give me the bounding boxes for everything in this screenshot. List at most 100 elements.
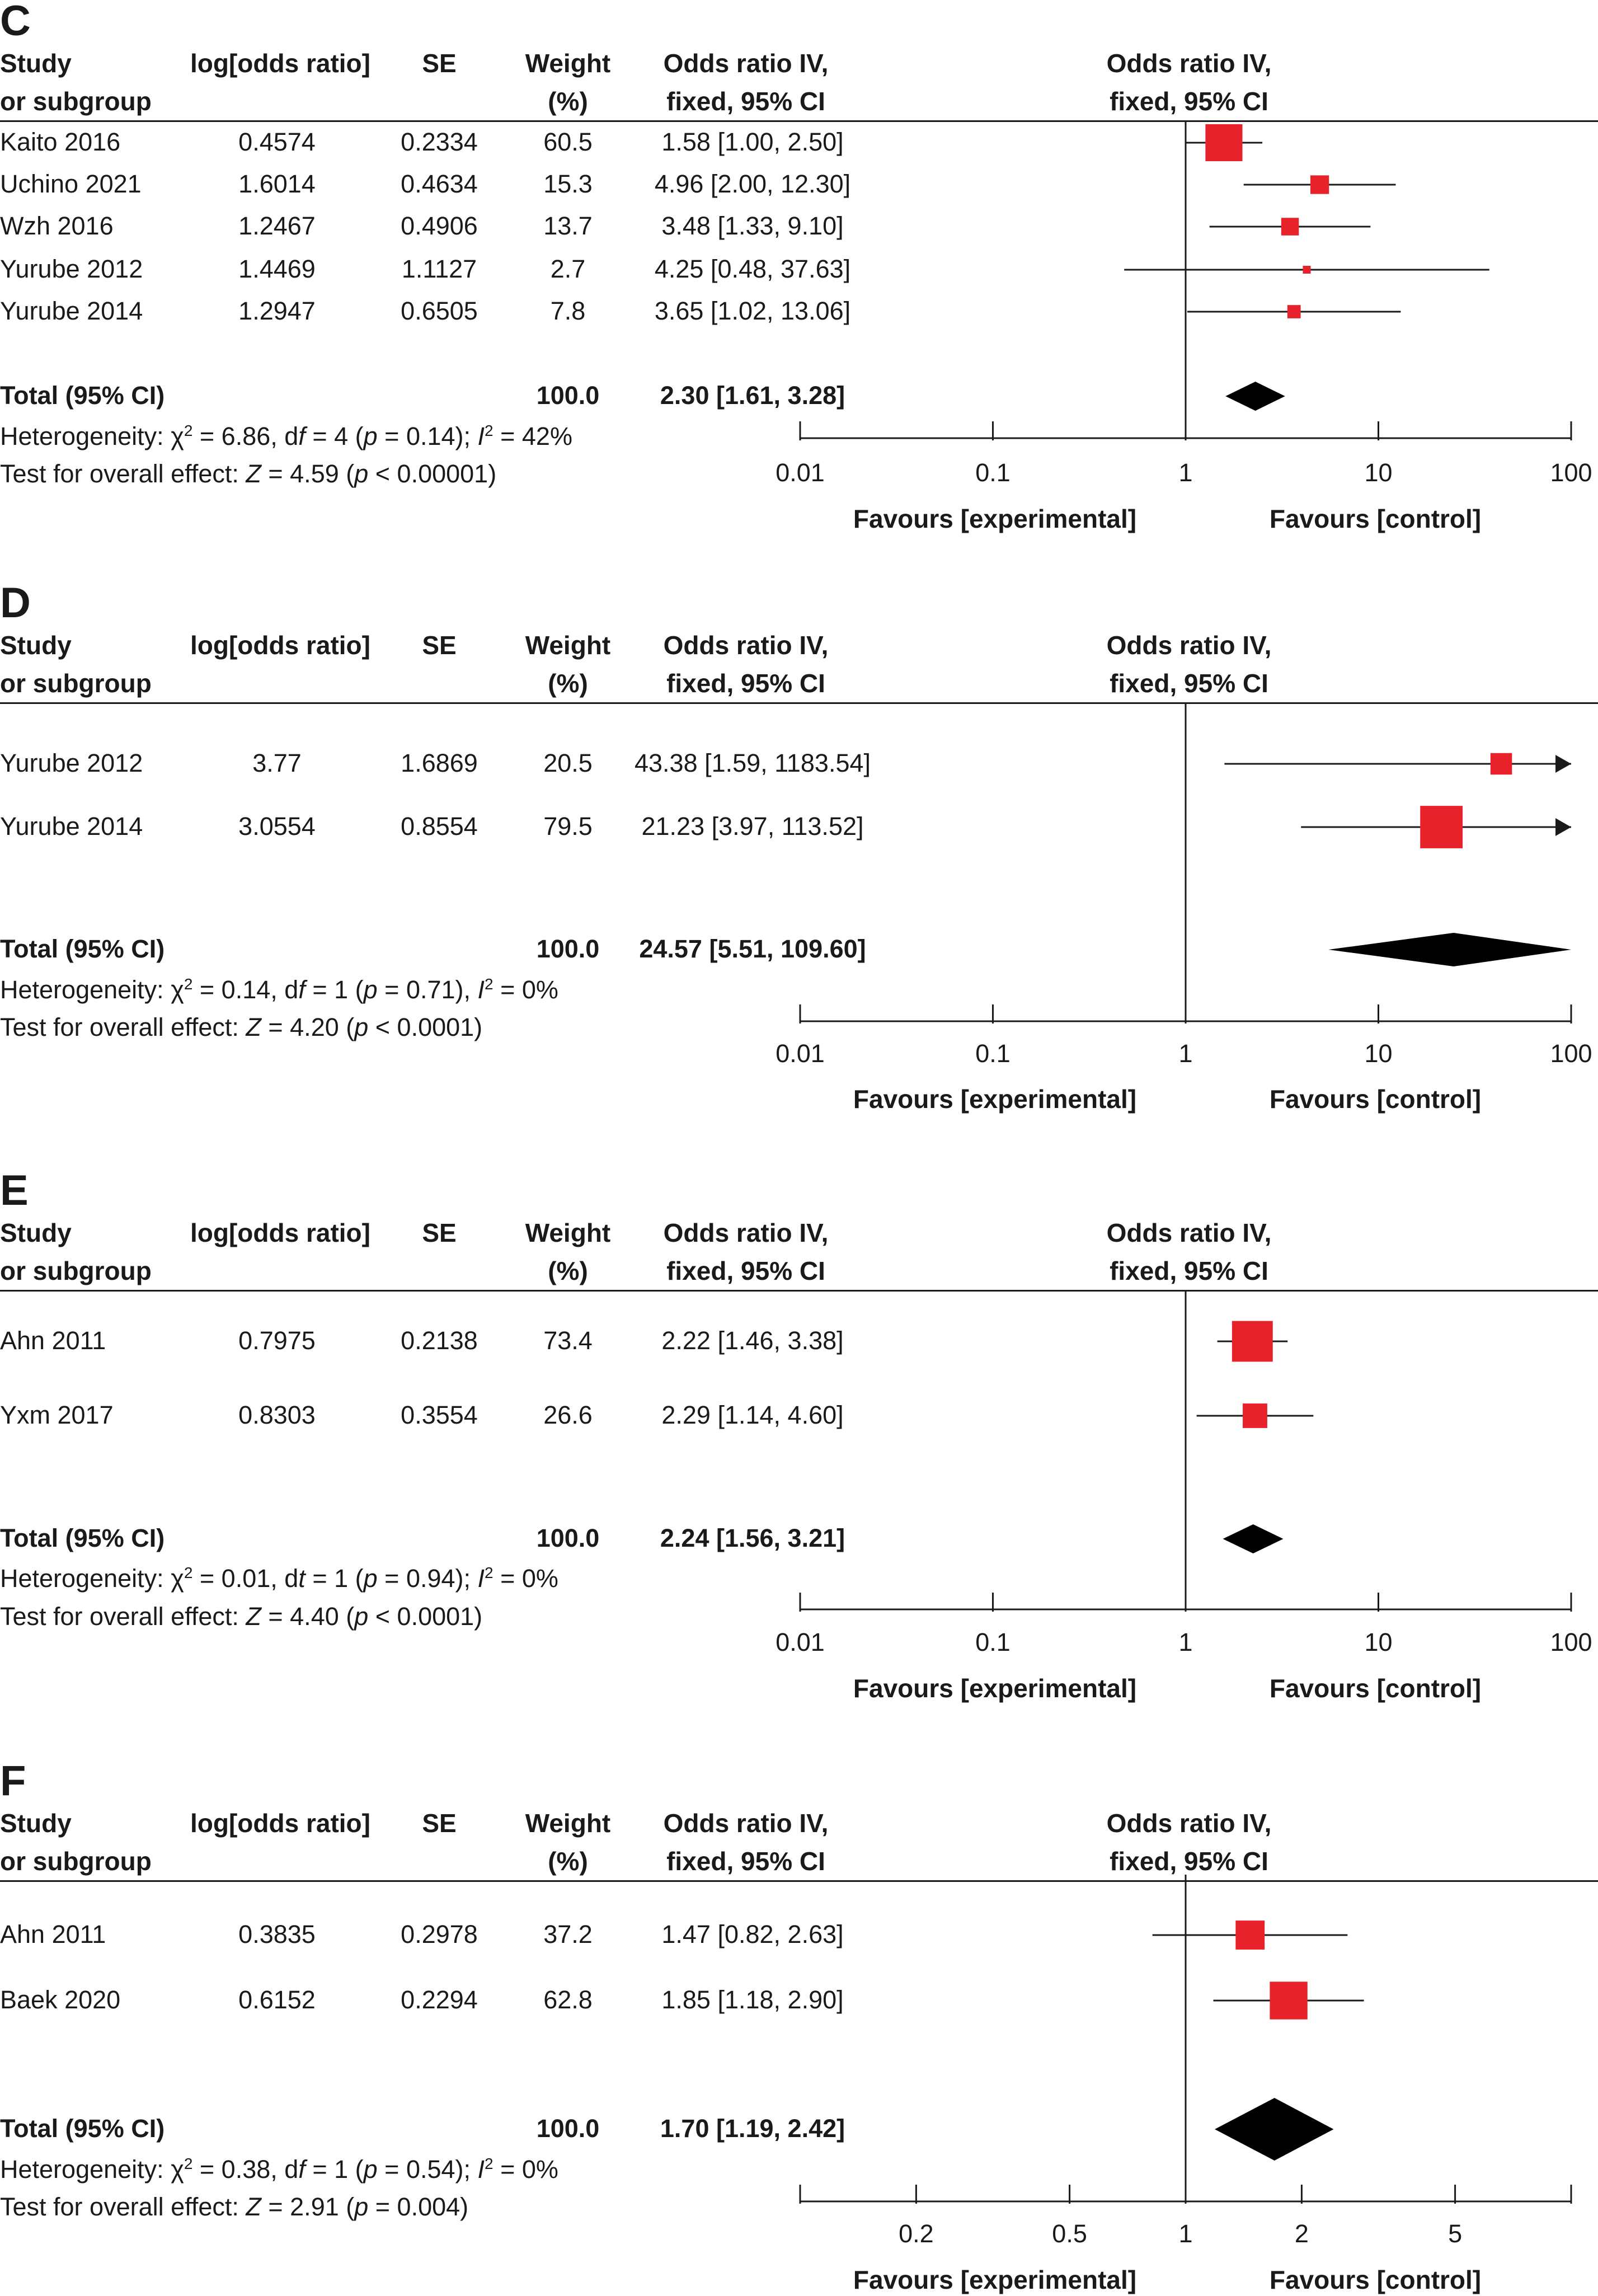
header-se: SE — [422, 49, 457, 78]
x-tick-label: 5 — [1448, 2219, 1462, 2248]
favours-left-label: Favours [experimental] — [853, 2265, 1137, 2294]
study-log-or: 3.77 — [252, 749, 302, 777]
header-se: SE — [422, 1809, 457, 1838]
study-se: 1.1127 — [401, 255, 477, 283]
total-diamond — [1223, 1524, 1284, 1553]
study-se: 0.3554 — [401, 1401, 478, 1429]
study-marker — [1287, 305, 1301, 318]
study-ci-text: 2.29 [1.14, 4.60] — [661, 1401, 844, 1429]
favours-right-label: Favours [control] — [1269, 1674, 1482, 1703]
study-log-or: 1.2947 — [238, 297, 316, 325]
study-ci-text: 1.47 [0.82, 2.63] — [661, 1920, 844, 1948]
header-study-sub: or subgroup — [0, 669, 152, 698]
x-tick-label: 0.01 — [776, 458, 825, 487]
x-tick-label: 100 — [1550, 1628, 1592, 1656]
favours-right-label: Favours [control] — [1269, 504, 1482, 533]
x-tick-label: 100 — [1550, 1039, 1592, 1068]
study-marker — [1205, 124, 1243, 162]
study-weight: 73.4 — [543, 1326, 593, 1355]
header-study-sub: or subgroup — [0, 1847, 152, 1876]
total-label: Total (95% CI) — [0, 381, 165, 410]
study-ci-text: 1.85 [1.18, 2.90] — [661, 1985, 844, 2014]
header-weight-sub: (%) — [548, 1847, 588, 1876]
header-weight: Weight — [525, 631, 611, 660]
study-log-or: 3.0554 — [238, 812, 316, 841]
header-or-text-sub: fixed, 95% CI — [666, 87, 825, 116]
plot-group-d: 0.01 0.1 1 10 100 — [776, 702, 1592, 1068]
total-label: Total (95% CI) — [0, 1524, 165, 1552]
x-tick-label: 1 — [1178, 1628, 1192, 1656]
header-or-plot-sub: fixed, 95% CI — [1110, 1256, 1268, 1285]
favours-left-label: Favours [experimental] — [853, 504, 1137, 533]
study-ci-arrow — [1555, 755, 1571, 773]
total-weight: 100.0 — [536, 1524, 600, 1552]
x-tick-label: 10 — [1364, 1628, 1392, 1656]
panel-letter: E — [0, 1167, 29, 1214]
study-log-or: 1.6014 — [238, 170, 316, 198]
header-se: SE — [422, 631, 457, 660]
overall-effect-text: Test for overall effect: Z = 4.40 (p < 0… — [0, 1602, 483, 1631]
header-or-plot-sub: fixed, 95% CI — [1110, 669, 1268, 698]
study-marker — [1235, 1921, 1265, 1950]
header-log-or: log[odds ratio] — [190, 1218, 370, 1247]
study-ci-text: 3.65 [1.02, 13.06] — [654, 297, 851, 325]
favours-right-label: Favours [control] — [1269, 1084, 1482, 1114]
plot-group-e: 0.01 0.1 1 10 100 — [776, 1290, 1592, 1656]
header-or-plot: Odds ratio IV, — [1106, 1809, 1272, 1838]
study-name: Yxm 2017 — [0, 1401, 114, 1429]
study-name: Ahn 2011 — [0, 1326, 106, 1355]
x-tick-label: 0.01 — [776, 1628, 825, 1656]
header-rule — [0, 1290, 1598, 1292]
study-ci-arrow — [1555, 818, 1571, 836]
study-weight: 13.7 — [543, 212, 593, 240]
header-log-or: log[odds ratio] — [190, 631, 370, 660]
x-tick-label: 0.1 — [975, 458, 1010, 487]
plot-group-f: 0.2 0.5 1 2 5 — [799, 1875, 1572, 2248]
header-or-plot-sub: fixed, 95% CI — [1110, 87, 1268, 116]
plot-group-c: 0.01 0.1 1 10 100 — [776, 120, 1592, 487]
study-ci-text: 4.25 [0.48, 37.63] — [654, 255, 851, 283]
study-marker — [1310, 175, 1329, 194]
study-se: 0.4634 — [401, 170, 478, 198]
header-weight-sub: (%) — [548, 669, 588, 698]
study-se: 0.2294 — [401, 1985, 478, 2014]
study-log-or: 0.4574 — [238, 128, 316, 156]
header-weight: Weight — [525, 1218, 611, 1247]
header-rule — [0, 702, 1598, 704]
header-study: Study — [0, 631, 72, 660]
header-or-text: Odds ratio IV, — [663, 1809, 829, 1838]
total-weight: 100.0 — [536, 381, 600, 410]
total-diamond — [1215, 2098, 1334, 2161]
total-label: Total (95% CI) — [0, 2114, 165, 2143]
total-ci-text: 1.70 [1.19, 2.42] — [660, 2114, 845, 2143]
study-marker — [1281, 218, 1299, 236]
x-tick-label: 2 — [1295, 2219, 1309, 2248]
header-study: Study — [0, 1809, 72, 1838]
heterogeneity-text: Heterogeneity: χ2 = 0.01, dt = 1 (p = 0.… — [0, 1564, 558, 1593]
study-weight: 20.5 — [543, 749, 593, 777]
panel-letter: D — [0, 579, 31, 627]
header-log-or: log[odds ratio] — [190, 49, 370, 78]
study-se: 0.2978 — [401, 1920, 478, 1948]
x-tick-label: 100 — [1550, 458, 1592, 487]
favours-left-label: Favours [experimental] — [853, 1084, 1137, 1114]
header-study-sub: or subgroup — [0, 87, 152, 116]
header-weight-sub: (%) — [548, 87, 588, 116]
header-or-text: Odds ratio IV, — [663, 49, 829, 78]
total-weight: 100.0 — [536, 935, 600, 963]
study-ci-text: 43.38 [1.59, 1183.54] — [634, 749, 871, 777]
header-or-text: Odds ratio IV, — [663, 631, 829, 660]
x-tick-label: 1 — [1178, 458, 1192, 487]
study-weight: 79.5 — [543, 812, 593, 841]
x-tick-label: 0.1 — [975, 1039, 1010, 1068]
header-rule — [0, 120, 1598, 122]
study-se: 0.2334 — [401, 128, 478, 156]
heterogeneity-text: Heterogeneity: χ2 = 6.86, df = 4 (p = 0.… — [0, 422, 572, 450]
heterogeneity-text: Heterogeneity: χ2 = 0.14, df = 1 (p = 0.… — [0, 975, 558, 1004]
x-tick-label: 1 — [1178, 2219, 1192, 2248]
study-name: Kaito 2016 — [0, 128, 121, 156]
study-se: 1.6869 — [401, 749, 478, 777]
heterogeneity-text: Heterogeneity: χ2 = 0.38, df = 1 (p = 0.… — [0, 2155, 558, 2184]
header-or-plot-sub: fixed, 95% CI — [1110, 1847, 1268, 1876]
